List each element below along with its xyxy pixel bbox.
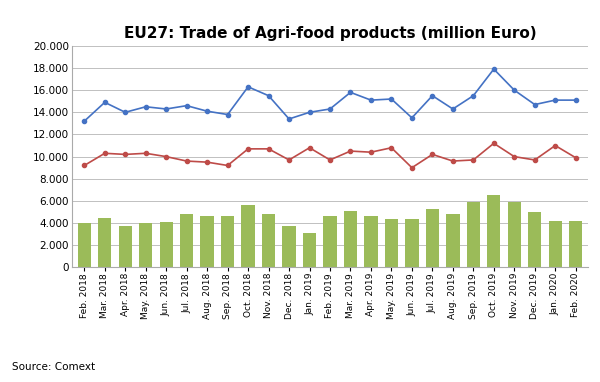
Bar [119, 227, 132, 267]
Bar [180, 214, 193, 267]
Bar [241, 206, 255, 267]
Bar [364, 217, 377, 267]
Bar [426, 209, 439, 267]
Bar [344, 211, 357, 267]
Title: EU27: Trade of Agri-food products (million Euro): EU27: Trade of Agri-food products (milli… [124, 26, 536, 40]
Bar [98, 218, 112, 267]
Bar [283, 227, 296, 267]
Bar [262, 214, 275, 267]
Bar [446, 214, 460, 267]
Bar [508, 202, 521, 267]
Bar [77, 223, 91, 267]
Bar [200, 217, 214, 267]
Bar [303, 233, 316, 267]
Bar [221, 217, 234, 267]
Text: Source: Comext: Source: Comext [12, 363, 95, 372]
Bar [467, 202, 480, 267]
Bar [160, 222, 173, 267]
Bar [405, 219, 419, 267]
Bar [569, 221, 583, 267]
Bar [528, 212, 541, 267]
Bar [139, 223, 152, 267]
Bar [323, 217, 337, 267]
Bar [487, 195, 500, 267]
Bar [548, 221, 562, 267]
Bar [385, 219, 398, 267]
